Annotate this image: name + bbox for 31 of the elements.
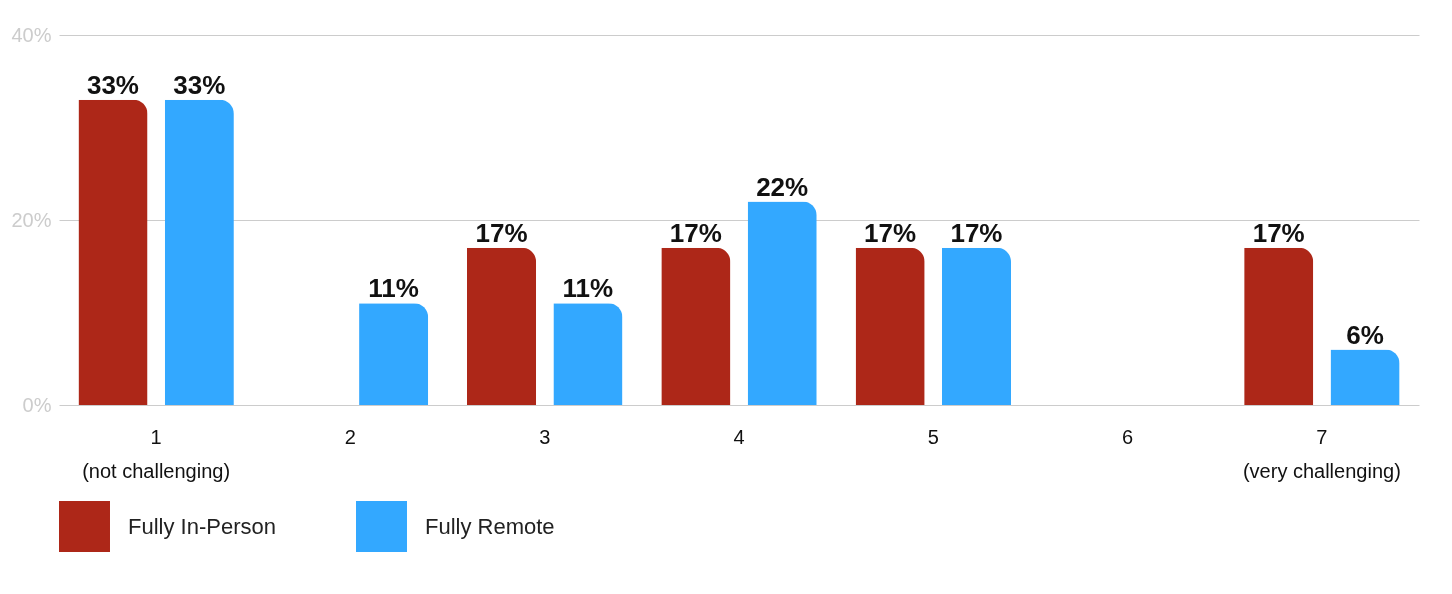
data-label: 11% <box>562 273 614 304</box>
legend-label: Fully Remote <box>425 513 555 539</box>
bar <box>164 99 234 405</box>
x-tick-label: 2 <box>344 425 356 448</box>
bar <box>553 303 623 405</box>
bar <box>747 201 817 405</box>
data-label: 17% <box>864 217 917 248</box>
x-tick-label: 4 <box>733 425 745 448</box>
data-label: 17% <box>669 217 722 248</box>
data-label: 11% <box>368 273 419 304</box>
bar <box>1244 247 1314 405</box>
bar <box>78 99 148 405</box>
x-tick-label: 7 (very challenging) <box>1242 425 1401 482</box>
data-label: 33% <box>86 69 139 100</box>
bar <box>467 247 537 405</box>
data-label: 17% <box>1252 217 1305 248</box>
x-tick-label: 5 <box>927 425 939 448</box>
x-tick-label: 1 (not challenging) <box>82 425 231 482</box>
data-label: 17% <box>950 217 1003 248</box>
data-label: 33% <box>173 69 226 100</box>
legend-label: Fully In-Person <box>128 513 276 539</box>
x-tick-label: 3 <box>539 425 551 448</box>
data-label: 22% <box>756 171 809 202</box>
bar <box>941 247 1011 405</box>
data-label: 6% <box>1346 319 1384 350</box>
x-tick-label: 6 <box>1122 425 1134 448</box>
bar <box>359 303 429 405</box>
bar <box>1330 349 1400 405</box>
data-label: 17% <box>475 217 528 248</box>
bar <box>855 247 925 405</box>
bar <box>661 247 731 405</box>
